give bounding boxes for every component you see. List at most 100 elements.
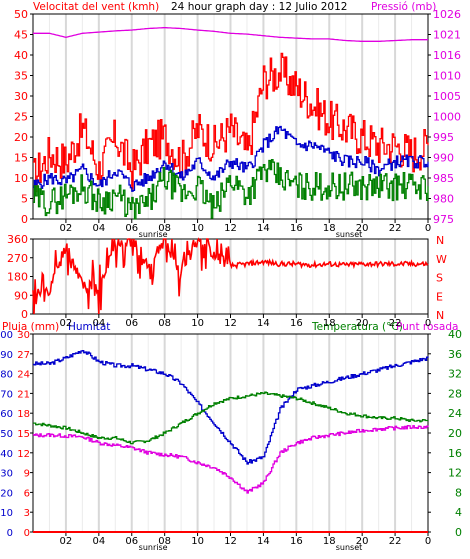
rain-tick-label: 9 (24, 469, 30, 480)
x-tick-label: 02 (60, 318, 73, 329)
humidity-tick-label: 50 (0, 429, 13, 440)
temperature-series (33, 391, 429, 445)
y-tick-label: 50 (14, 8, 28, 21)
y-tick-label-right: 1021 (433, 29, 461, 42)
avg-series (33, 125, 429, 192)
y-tick-label-right: 1000 (433, 111, 461, 124)
temperature-tick-label: 24 (448, 407, 462, 420)
y-tick-label: 25 (14, 111, 28, 124)
y-tick-label: 35 (14, 70, 28, 83)
humidity-tick-label: 100 (0, 330, 13, 341)
compass-label: S (436, 272, 443, 285)
rain-tick-label: 3 (24, 508, 30, 519)
pressure-series (33, 27, 428, 42)
humidity-tick-label: 10 (0, 508, 13, 519)
sunrise-label: sunrise (139, 543, 168, 552)
temperature-tick-label: 40 (448, 328, 462, 341)
x-tick-label: 08 (158, 536, 171, 547)
compass-label: N (436, 309, 444, 322)
compass-label: W (436, 253, 447, 266)
humidity-tick-label: 80 (0, 370, 13, 381)
y-tick-label-right: 1005 (433, 90, 461, 103)
gust-series (33, 52, 429, 193)
compass-label: N (436, 234, 444, 247)
temperature-tick-label: 0 (455, 526, 462, 539)
x-tick-label: 20 (356, 223, 369, 234)
x-tick-label: 10 (191, 223, 204, 234)
humidity-tick-label: 70 (0, 389, 13, 400)
temperature-tick-label: 8 (455, 486, 462, 499)
humidity-tick-label: 20 (0, 488, 13, 499)
rain-tick-label: 21 (17, 389, 30, 400)
x-tick-label: 08 (158, 318, 171, 329)
humidity-series (33, 349, 429, 465)
x-tick-label: 14 (257, 536, 270, 547)
dewpoint-series (33, 425, 429, 494)
y-tick-label-right: 990 (433, 152, 454, 165)
dewpoint-axis-label: Punt rosada (396, 321, 458, 333)
y-tick-label: 15 (14, 152, 28, 165)
wind-axis-label: Velocitat del vent (kmh) (33, 1, 159, 13)
humidity-tick-label: 30 (0, 469, 13, 480)
sunset-label: sunset (336, 543, 363, 552)
humidity-tick-label: 0 (7, 528, 13, 539)
humidity-tick-label: 90 (0, 350, 13, 361)
temperature-tick-label: 16 (448, 447, 462, 460)
humidity-tick-label: 60 (0, 409, 13, 420)
temperature-tick-label: 32 (448, 368, 462, 381)
x-tick-label: 06 (125, 536, 138, 547)
x-tick-label: 16 (290, 223, 303, 234)
rain-tick-label: 15 (17, 429, 30, 440)
humidity-axis-label: Humitat (68, 321, 110, 333)
y-tick-label-right: 1016 (433, 49, 461, 62)
y-tick-label: 270 (7, 252, 28, 265)
x-tick-label: 22 (389, 536, 402, 547)
temperature-axis-label: Temperatura (°C) (311, 321, 403, 333)
y-tick-label-right: 995 (433, 131, 454, 144)
temperature-tick-label: 12 (448, 467, 462, 480)
x-tick-label: 04 (92, 318, 105, 329)
y-tick-label-right: 980 (433, 193, 454, 206)
y-tick-label-right: 1010 (433, 70, 461, 83)
x-tick-label: 12 (224, 223, 237, 234)
humidity-tick-label: 40 (0, 449, 13, 460)
low-series (33, 159, 429, 220)
x-tick-label: 0 (425, 223, 431, 234)
y-tick-label: 5 (21, 193, 28, 206)
y-tick-label: 0 (21, 308, 28, 321)
x-tick-label: 10 (191, 318, 204, 329)
x-tick-label: 0 (425, 536, 431, 547)
sunrise-label: sunrise (139, 230, 168, 239)
wind-panel: 02 04 06 08 10 12 14 16 18 20 22 0 sunrise sunset 0 5 10… (14, 8, 461, 239)
x-tick-label: 10 (191, 536, 204, 547)
x-tick-label: 20 (356, 318, 369, 329)
rain-tick-label: 6 (24, 488, 30, 499)
rain-tick-label: 24 (17, 370, 30, 381)
x-tick-label: 06 (125, 318, 138, 329)
temperature-tick-label: 20 (448, 427, 462, 440)
x-tick-label: 16 (290, 536, 303, 547)
y-tick-label: 0 (21, 213, 28, 226)
pressure-axis-label: Pressió (mb) (371, 1, 436, 13)
temperature-tick-label: 28 (448, 387, 462, 400)
x-tick-label: 04 (92, 536, 105, 547)
x-tick-label: 18 (323, 223, 336, 234)
y-tick-label: 45 (14, 29, 28, 42)
chart-title: 24 hour graph day : 12 Julio 2012 (171, 1, 347, 13)
x-tick-label: 22 (389, 223, 402, 234)
x-tick-label: 02 (60, 536, 73, 547)
x-tick-label: 02 (60, 223, 73, 234)
x-tick-label: 22 (389, 318, 402, 329)
y-tick-label-right: 975 (433, 213, 454, 226)
x-tick-label: 18 (323, 318, 336, 329)
y-tick-label: 20 (14, 131, 28, 144)
rain-tick-label: 18 (17, 409, 30, 420)
temperature-tick-label: 4 (455, 506, 462, 519)
rain-tick-label: 30 (17, 330, 30, 341)
x-tick-label: 08 (158, 223, 171, 234)
y-tick-label: 10 (14, 172, 28, 185)
